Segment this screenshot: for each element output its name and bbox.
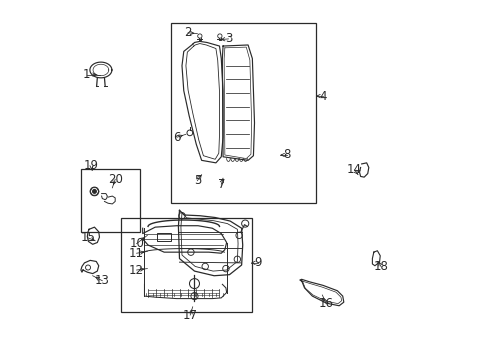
Text: 1: 1 bbox=[82, 68, 90, 81]
Text: 12: 12 bbox=[129, 264, 144, 276]
Text: 17: 17 bbox=[183, 309, 197, 321]
Text: 10: 10 bbox=[129, 237, 144, 250]
Bar bbox=[157, 233, 171, 241]
Text: 5: 5 bbox=[193, 174, 201, 187]
Text: 20: 20 bbox=[107, 173, 122, 186]
Text: 3: 3 bbox=[224, 32, 232, 45]
Text: 9: 9 bbox=[254, 256, 261, 269]
Text: 15: 15 bbox=[81, 231, 95, 244]
Text: 6: 6 bbox=[173, 131, 181, 144]
Text: 2: 2 bbox=[184, 26, 191, 39]
Circle shape bbox=[93, 190, 96, 193]
Text: 13: 13 bbox=[95, 274, 109, 287]
Text: 8: 8 bbox=[283, 148, 290, 162]
Text: 4: 4 bbox=[319, 90, 326, 103]
Bar bbox=[81, 169, 140, 232]
Text: 19: 19 bbox=[84, 159, 99, 172]
Text: 18: 18 bbox=[373, 260, 387, 273]
Text: 11: 11 bbox=[129, 247, 144, 260]
Text: 16: 16 bbox=[318, 297, 333, 310]
Bar bbox=[171, 23, 315, 203]
Text: 14: 14 bbox=[346, 163, 361, 176]
Text: 7: 7 bbox=[217, 178, 224, 191]
Bar bbox=[121, 217, 251, 312]
